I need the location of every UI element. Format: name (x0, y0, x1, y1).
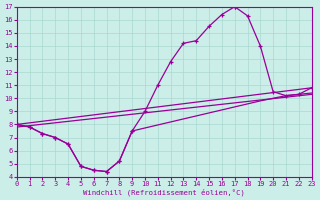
X-axis label: Windchill (Refroidissement éolien,°C): Windchill (Refroidissement éolien,°C) (83, 188, 245, 196)
